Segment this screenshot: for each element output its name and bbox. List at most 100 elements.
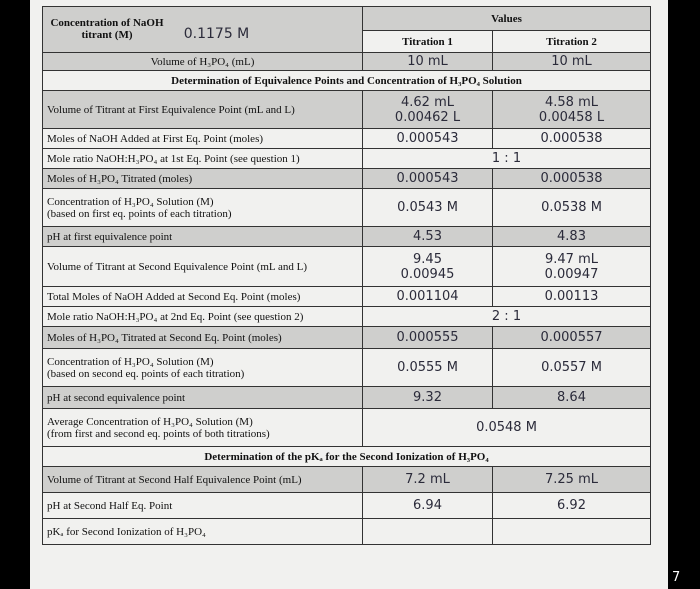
value: 4.58 mL	[545, 94, 598, 110]
value-cell: 8.64	[492, 386, 651, 409]
row-label: pKₐ for Second Ionization of H₃PO₄	[47, 525, 206, 538]
value: 0.0548 M	[476, 420, 537, 435]
value-cell: 0.0538 M	[492, 188, 651, 227]
row-label: Moles of H₃PO₄ Titrated at Second Eq. Po…	[47, 331, 282, 344]
value-cell	[492, 518, 651, 545]
value-cell: 0.000543	[362, 128, 493, 149]
value: 2 : 1	[491, 309, 522, 324]
value-cell: 0.000538	[492, 128, 651, 149]
value-cell: 4.58 mL 0.00458 L	[492, 90, 651, 129]
data-row: Volume of Titrant at Second Equivalence …	[42, 246, 651, 287]
value: 0.0557 M	[541, 360, 602, 375]
row-label: pH at Second Half Eq. Point	[47, 499, 173, 512]
row-label: Mole ratio NaOH:H₃PO₄ at 2nd Eq. Point (…	[47, 310, 304, 323]
row-label: (based on second eq. points of each titr…	[47, 367, 245, 380]
value: 0.00947	[544, 266, 599, 282]
data-row: Volume of Titrant at First Equivalence P…	[42, 90, 651, 129]
row-label: Total Moles of NaOH Added at Second Eq. …	[47, 290, 301, 303]
row-label: Concentration of H₃PO₄ Solution (M)	[47, 195, 214, 208]
value: 0.00458 L	[538, 109, 605, 125]
value-cell: 4.62 mL 0.00462 L	[362, 90, 493, 129]
value: 0.00945	[400, 266, 455, 282]
value-cell: 1 : 1	[362, 148, 651, 169]
data-row: pH at Second Half Eq. Point 6.94 6.92	[42, 492, 651, 519]
value: 9.32	[413, 390, 442, 405]
row-label-cell: Concentration of H₃PO₄ Solution (M) (base…	[42, 348, 363, 387]
values-label: Values	[362, 6, 651, 31]
row-label-cell: pH at Second Half Eq. Point	[42, 492, 363, 519]
row-label: pH at first equivalence point	[47, 230, 173, 243]
row-label-cell: Total Moles of NaOH Added at Second Eq. …	[42, 286, 363, 307]
value: 0.000543	[396, 131, 459, 146]
value-cell: 7.25 mL	[492, 466, 651, 493]
data-row: Moles of NaOH Added at First Eq. Point (…	[42, 128, 651, 149]
value-cell	[362, 518, 493, 545]
row-label-cell: Mole ratio NaOH:H₃PO₄ at 1st Eq. Point (…	[42, 148, 363, 169]
value-cell: 0.0548 M	[362, 408, 651, 447]
value: 9.45	[413, 251, 442, 267]
row-label: Moles of NaOH Added at First Eq. Point (…	[47, 132, 264, 145]
row-label-cell: Mole ratio NaOH:H₃PO₄ at 2nd Eq. Point (…	[42, 306, 363, 327]
row-label-cell: Volume of Titrant at Second Half Equival…	[42, 466, 363, 493]
row-label-cell: Average Concentration of H₃PO₄ Solution …	[42, 408, 363, 447]
value-cell: 0.000555	[362, 326, 493, 349]
data-row: pH at second equivalence point 9.32 8.64	[42, 386, 651, 409]
data-row: pH at first equivalence point 4.53 4.83	[42, 226, 651, 247]
value: 0.00462 L	[394, 109, 461, 125]
value: 0.000538	[540, 131, 603, 146]
value: 0.000543	[396, 171, 459, 186]
row-label-cell: Moles of H₃PO₄ Titrated at Second Eq. Po…	[42, 326, 363, 349]
value: 4.83	[557, 229, 586, 244]
concentration-cell: Concentration of NaOH titrant (M) 0.1175…	[42, 6, 363, 53]
data-row: Total Moles of NaOH Added at Second Eq. …	[42, 286, 651, 307]
value-cell: 4.83	[492, 226, 651, 247]
value-cell: 9.45 0.00945	[362, 246, 493, 287]
titration-1-label: Titration 1	[362, 30, 493, 53]
section-row: Determination of Equivalence Points and …	[42, 70, 651, 91]
row-label-cell: pH at first equivalence point	[42, 226, 363, 247]
data-row: Moles of H₃PO₄ Titrated (moles) 0.000543 0…	[42, 168, 651, 189]
value-cell: 0.00113	[492, 286, 651, 307]
value-cell: 7.2 mL	[362, 466, 493, 493]
value: 9.47 mL	[545, 251, 598, 267]
data-row: pKₐ for Second Ionization of H₃PO₄	[42, 518, 651, 545]
value: 6.92	[557, 498, 586, 513]
row-label: pH at second equivalence point	[47, 391, 186, 404]
value-cell: 6.92	[492, 492, 651, 519]
row-label: Concentration of H₃PO₄ Solution (M)	[47, 355, 214, 368]
value: 7.25 mL	[545, 472, 598, 487]
value-cell: 0.0555 M	[362, 348, 493, 387]
row-label-cell: pKₐ for Second Ionization of H₃PO₄	[42, 518, 363, 545]
data-row: Concentration of H₃PO₄ Solution (M) (base…	[42, 188, 651, 227]
data-row: Mole ratio NaOH:H₃PO₄ at 1st Eq. Point (…	[42, 148, 651, 169]
value: 1 : 1	[491, 151, 522, 166]
row-label: Average Concentration of H₃PO₄ Solution …	[47, 415, 253, 428]
data-row: Moles of H₃PO₄ Titrated at Second Eq. Po…	[42, 326, 651, 349]
value: 8.64	[557, 390, 586, 405]
data-row: Mole ratio NaOH:H₃PO₄ at 2nd Eq. Point (…	[42, 306, 651, 327]
row-label-cell: Volume of Titrant at Second Equivalence …	[42, 246, 363, 287]
data-table: Concentration of NaOH titrant (M) 0.1175…	[42, 6, 651, 545]
value-cell: 4.53	[362, 226, 493, 247]
volume-2: 10 mL	[492, 52, 651, 71]
value-cell: 2 : 1	[362, 306, 651, 327]
row-label: Moles of H₃PO₄ Titrated (moles)	[47, 172, 193, 185]
value-cell: 0.000538	[492, 168, 651, 189]
value: 0.000557	[540, 330, 603, 345]
page-number: 7	[672, 570, 681, 585]
row-label-cell: Moles of H₃PO₄ Titrated (moles)	[42, 168, 363, 189]
value-cell: 0.0543 M	[362, 188, 493, 227]
volume-label: Volume of H₃PO₄ (mL)	[42, 52, 363, 71]
value: 0.000555	[396, 330, 459, 345]
value: 4.62 mL	[401, 94, 454, 110]
value: 0.000538	[540, 171, 603, 186]
value-cell: 9.47 mL 0.00947	[492, 246, 651, 287]
value: 0.0555 M	[397, 360, 458, 375]
row-label: Volume of Titrant at First Equivalence P…	[47, 103, 295, 116]
concentration-label: Concentration of NaOH titrant (M)	[50, 17, 164, 41]
row-label: (based on first eq. points of each titra…	[47, 207, 232, 220]
section-title: Determination of Equivalence Points and …	[42, 70, 651, 91]
titration-2-label: Titration 2	[492, 30, 651, 53]
value-cell: 0.000543	[362, 168, 493, 189]
